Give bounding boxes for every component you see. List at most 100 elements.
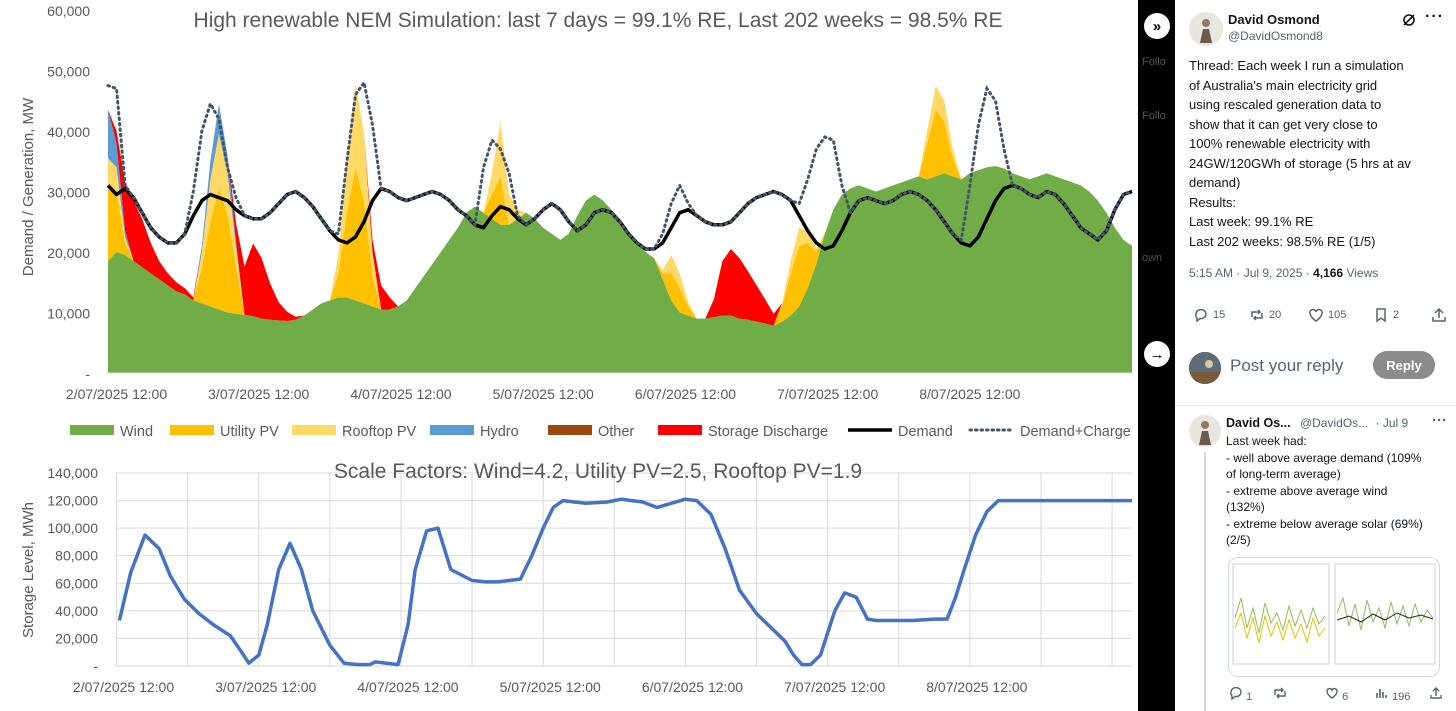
- legend-swatch: [70, 425, 114, 435]
- upper-y-tick-label: 20,000: [47, 245, 90, 261]
- grok-icon[interactable]: [1402, 13, 1416, 27]
- bookmark-count: 2: [1393, 309, 1400, 321]
- reply-line: Last week had:: [1226, 434, 1307, 448]
- tweet-text: Thread: Each week I run a simulation of …: [1189, 56, 1451, 251]
- reply-icon: [1230, 686, 1242, 701]
- like-action[interactable]: 6: [1325, 686, 1348, 703]
- area-wind: [108, 166, 1132, 373]
- avatar-figure-icon: [1189, 12, 1223, 46]
- lower-x-tick-label: 6/07/2025 12:00: [642, 679, 743, 695]
- tweet-line: show that it can get very close to: [1189, 116, 1378, 132]
- avatar[interactable]: [1189, 12, 1223, 46]
- tweet-line: using rescaled generation data to: [1189, 97, 1382, 112]
- ghost-follow-label: Follo: [1142, 110, 1166, 122]
- demand-plus-charge-line: [106, 78, 1134, 251]
- legend-swatch: [658, 425, 702, 435]
- reply-author-handle[interactable]: @DavidOs...: [1299, 416, 1369, 430]
- legend-label: Wind: [120, 424, 153, 440]
- heart-icon: [1326, 687, 1338, 699]
- tweet-line: Results:: [1189, 194, 1236, 210]
- share-action[interactable]: [1429, 686, 1443, 703]
- upper-x-tick-label: 2/07/2025 12:00: [66, 386, 167, 402]
- reply-image-thumbnail[interactable]: [1228, 557, 1440, 677]
- upper-y-axis-label: Demand / Generation, MW: [20, 97, 37, 276]
- views-action[interactable]: 196: [1375, 686, 1410, 703]
- share-icon: [1432, 307, 1446, 322]
- share-icon: [1430, 687, 1442, 699]
- reply-line: of long-term average): [1226, 467, 1341, 481]
- heart-icon: [1309, 308, 1323, 322]
- reply-line: - extreme above average wind: [1226, 483, 1388, 498]
- bookmark-icon: [1376, 308, 1386, 323]
- landscape-avatar-icon: [1189, 352, 1221, 384]
- double-chevron-right-icon[interactable]: »: [1144, 13, 1170, 39]
- legend-label: Storage Discharge: [708, 424, 828, 440]
- author-name[interactable]: David Osmond: [1228, 12, 1320, 27]
- reply-action[interactable]: 1: [1229, 686, 1252, 703]
- lower-y-tick-label: 60,000: [55, 575, 98, 591]
- tweet-sidebar: David Osmond @DavidOsmond8 ··· Thread: E…: [1175, 0, 1456, 711]
- author-block: David Osmond @DavidOsmond8: [1228, 12, 1323, 43]
- chart-image[interactable]: - 10,000 20,000 30,000 40,000 50,000 60,000 2/0…: [0, 0, 1138, 711]
- reply-count: 1: [1246, 691, 1253, 703]
- upper-y-tick-label: 10,000: [47, 306, 90, 322]
- upper-x-tick-label: 7/07/2025 12:00: [777, 386, 878, 402]
- upper-y-tick-label: -: [85, 366, 90, 382]
- legend-swatch: [548, 425, 592, 435]
- reply-line: (2/5): [1226, 533, 1251, 547]
- tweet-line: 100% renewable electricity with: [1189, 136, 1371, 151]
- upper-y-tick-label: 60,000: [47, 3, 90, 19]
- reply-date[interactable]: · Jul 9: [1375, 416, 1409, 430]
- tweet-timestamp[interactable]: 5:15 AM · Jul 9, 2025 ·: [1189, 266, 1314, 280]
- legend-label: Demand: [898, 424, 953, 440]
- views-count: 196: [1392, 691, 1411, 703]
- legend-label: Utility PV: [220, 424, 279, 440]
- arrow-right-icon[interactable]: →: [1144, 341, 1170, 367]
- share-action[interactable]: [1431, 307, 1447, 323]
- lower-x-tick-label: 4/07/2025 12:00: [357, 679, 458, 695]
- chart-svg: - 10,000 20,000 30,000 40,000 50,000 60,000 2/0…: [20, 3, 1134, 695]
- lower-chart-title: Scale Factors: Wind=4.2, Utility PV=2.5,…: [334, 460, 862, 483]
- lower-y-tick-label: 140,000: [47, 465, 98, 481]
- tweet-line: of Australia's main electricity grid: [1189, 77, 1378, 93]
- lower-y-tick-label: 20,000: [55, 630, 98, 646]
- repost-action[interactable]: 20: [1249, 307, 1281, 323]
- upper-chart-title: High renewable NEM Simulation: last 7 da…: [194, 9, 1003, 32]
- like-count: 105: [1328, 309, 1347, 321]
- tweet-line: demand): [1189, 175, 1241, 190]
- lower-y-tick-label: 40,000: [55, 603, 98, 619]
- bookmark-action[interactable]: 2: [1373, 307, 1399, 323]
- tweet-line: Last week: 99.1% RE: [1189, 214, 1314, 229]
- more-options-icon[interactable]: ···: [1432, 412, 1447, 429]
- upper-y-tick-label: 40,000: [47, 124, 90, 140]
- upper-x-tick-label: 8/07/2025 12:00: [919, 386, 1020, 402]
- legend-label: Rooftop PV: [342, 424, 416, 440]
- avatar[interactable]: [1189, 415, 1221, 447]
- thread-connector: [1204, 452, 1206, 711]
- like-action[interactable]: 105: [1308, 307, 1346, 323]
- current-user-avatar[interactable]: [1189, 352, 1221, 384]
- legend-label: Hydro: [480, 424, 519, 440]
- repost-action[interactable]: [1273, 686, 1287, 703]
- ghost-follow-label: Follo: [1142, 56, 1166, 68]
- divider: [1175, 405, 1456, 406]
- reply-action[interactable]: 15: [1193, 307, 1225, 323]
- lower-x-tick-label: 7/07/2025 12:00: [784, 679, 885, 695]
- reply-input[interactable]: Post your reply: [1230, 356, 1344, 375]
- area-utility-pv: [108, 109, 1132, 326]
- tweet-line: Last 202 weeks: 98.5% RE (1/5): [1189, 233, 1376, 249]
- reply-count: 15: [1213, 309, 1226, 321]
- lower-y-tick-label: -: [93, 658, 98, 674]
- reply-text: Last week had: - well above average dema…: [1226, 433, 1452, 549]
- more-options-icon[interactable]: ···: [1425, 8, 1444, 25]
- lower-y-tick-label: 100,000: [47, 520, 98, 536]
- lower-x-tick-label: 2/07/2025 12:00: [73, 679, 174, 695]
- views-icon: [1376, 689, 1387, 698]
- reply-author-name[interactable]: David Os...: [1226, 416, 1291, 430]
- reply-button[interactable]: Reply: [1373, 351, 1435, 379]
- repost-icon: [1251, 309, 1263, 321]
- reply-tweet: David Os... @DavidOs... · Jul 9 ··· Last…: [1226, 412, 1452, 549]
- author-handle[interactable]: @DavidOsmond8: [1228, 29, 1323, 43]
- legend-swatch: [292, 425, 336, 435]
- repost-count: 20: [1269, 309, 1282, 321]
